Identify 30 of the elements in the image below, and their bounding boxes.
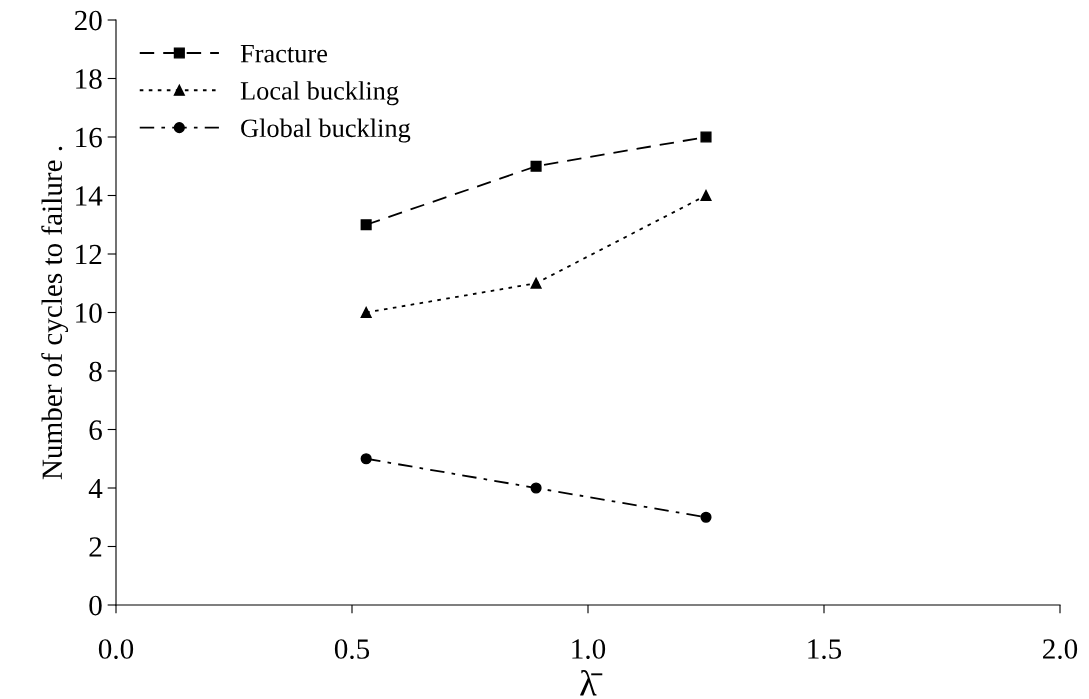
point [700, 189, 712, 202]
x-tick-label: 1.5 [808, 639, 842, 659]
point [530, 160, 542, 172]
legend-label: Local buckling [240, 81, 399, 106]
x-tick-label: 0.5 [334, 639, 370, 659]
legend-label: Global buckling [241, 118, 411, 143]
y-tick-label: 10 [76, 303, 102, 323]
y-tick-label: 6 [89, 420, 102, 440]
point [360, 453, 372, 465]
y-tick-label: 2 [89, 537, 102, 557]
point [360, 306, 372, 319]
y-tick-label: 8 [89, 361, 102, 382]
y-tick-label: 12 [76, 244, 102, 265]
x-axis-title: λ̄ [580, 669, 603, 696]
y-tick-label: 14 [76, 186, 103, 206]
y-tick-label: 16 [76, 127, 102, 148]
y-axis-title: Number of cycles to failure . [41, 146, 69, 480]
x-tick-label: 0.0 [98, 639, 134, 659]
point [530, 482, 542, 494]
y-tick-label: 18 [76, 69, 102, 89]
x-tick-label: 1.0 [572, 639, 606, 659]
y-tick-label: 0 [89, 595, 102, 616]
y-tick-label: 4 [88, 478, 103, 499]
point [700, 131, 712, 143]
point [360, 219, 372, 231]
point [700, 511, 712, 523]
legend-label: Fracture [240, 44, 328, 63]
point [530, 277, 542, 289]
y-tick-label: 20 [74, 10, 102, 31]
x-tick-label: 2.0 [1043, 639, 1078, 659]
